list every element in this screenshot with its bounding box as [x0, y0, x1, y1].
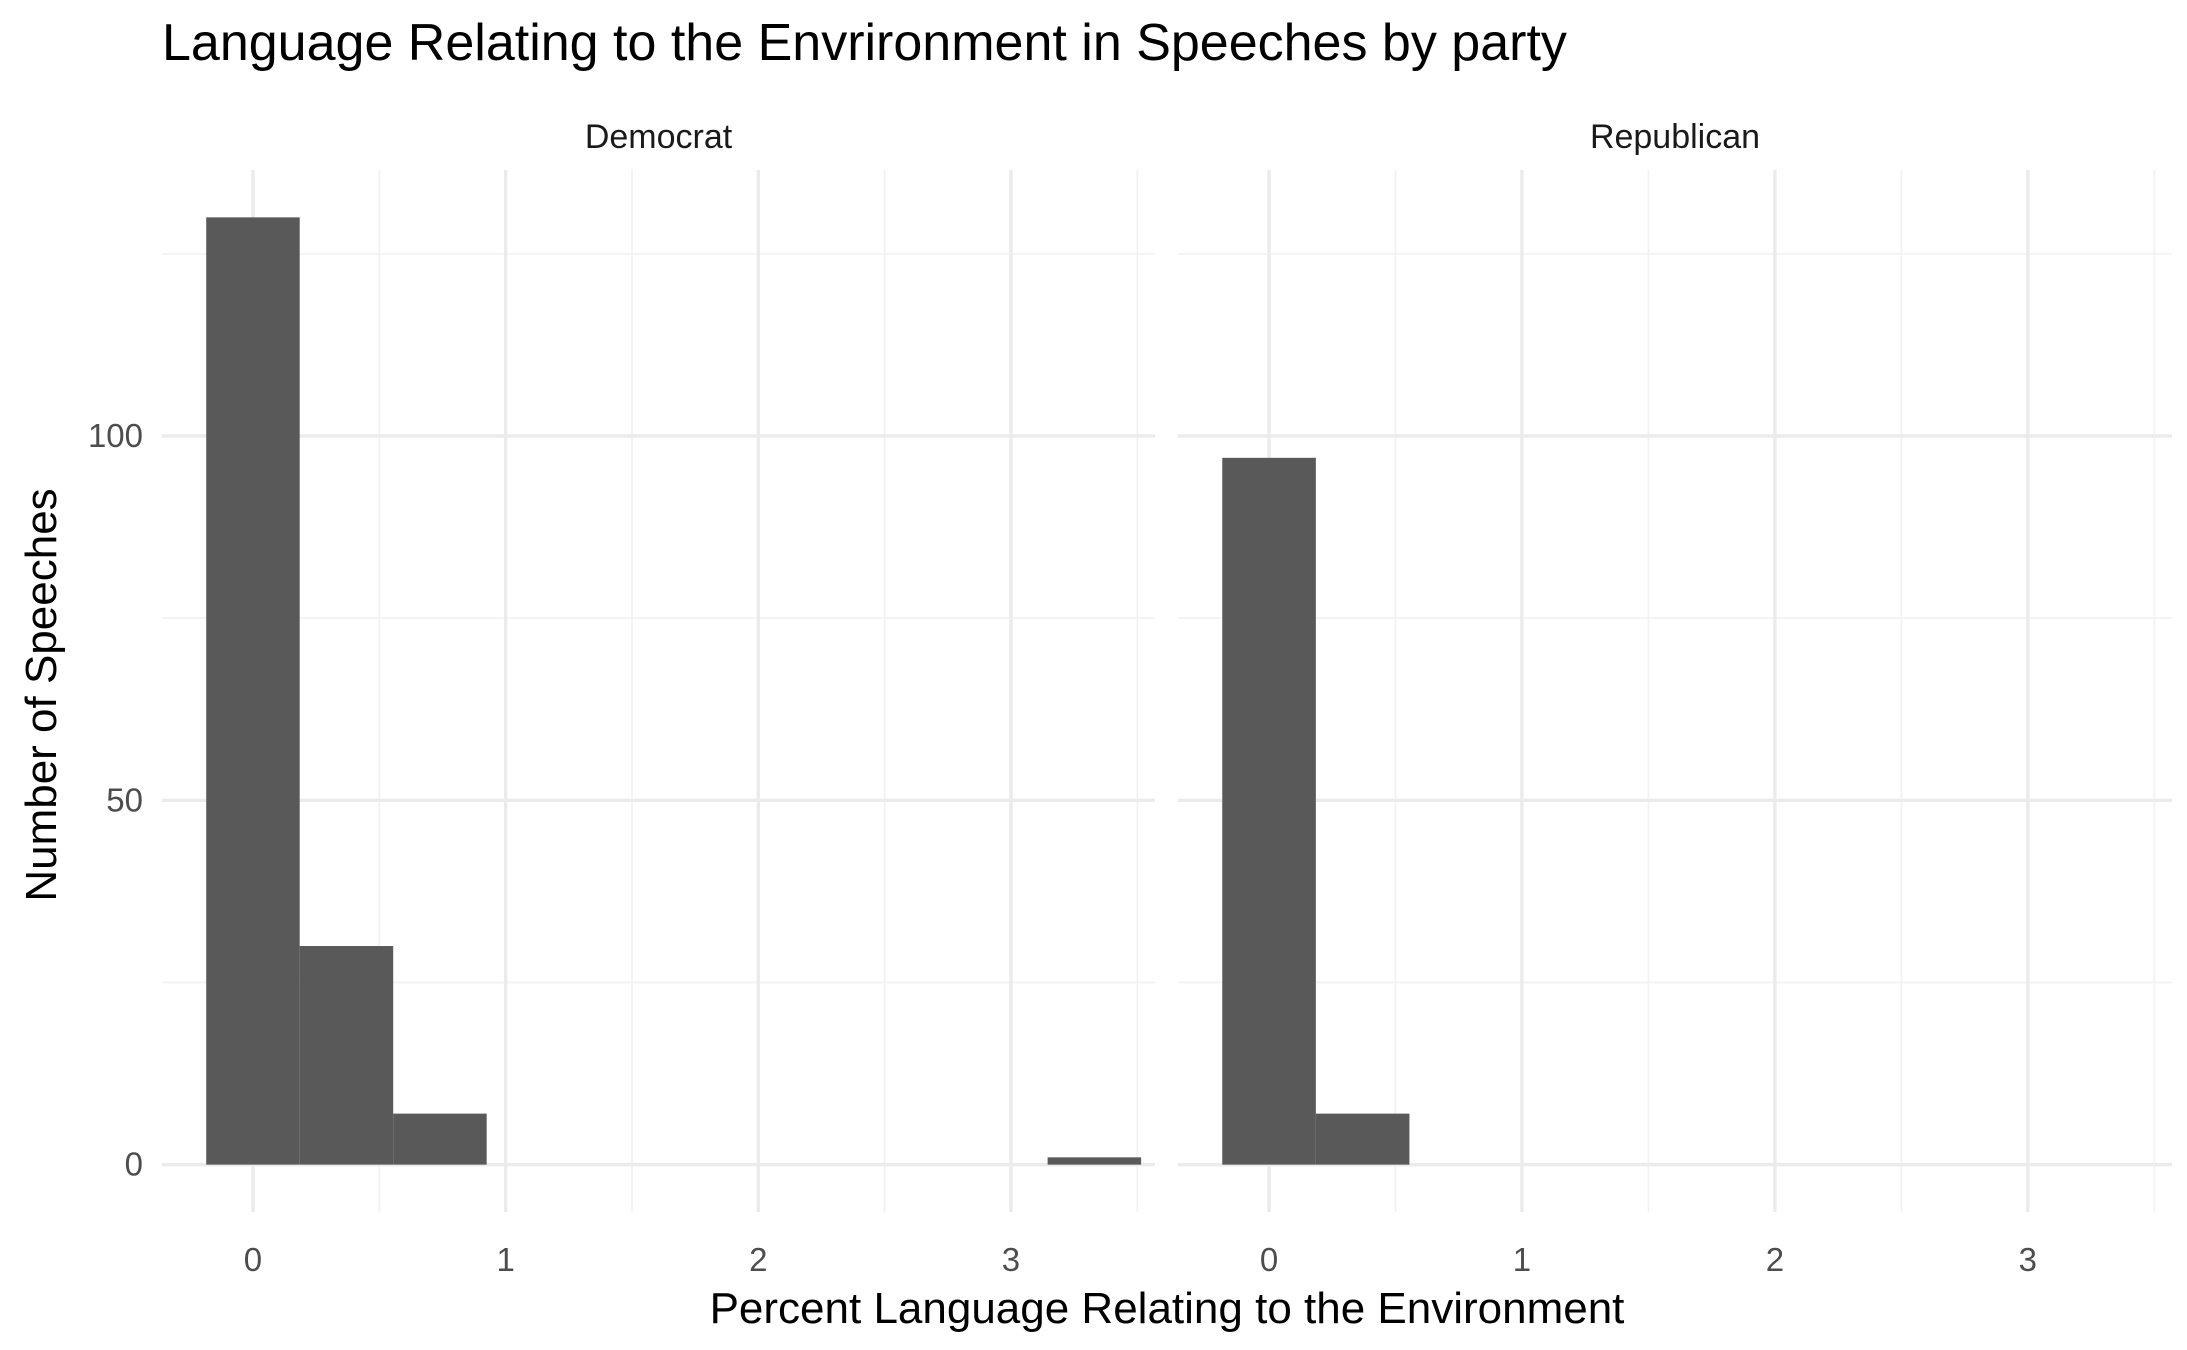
bar-republican-1 [1315, 1113, 1410, 1165]
x-tick-label-republican: 2 [1766, 1241, 1784, 1278]
panel-republican: Republican 0 1 2 3 [1178, 118, 2172, 1278]
facet-panels: Democrat 0 1 2 3 0 50 100 Republican 0 1 2 3 [88, 118, 2172, 1278]
y-tick-label: 100 [88, 417, 143, 454]
chart-title: Language Relating to the Envrironment in… [162, 14, 1567, 72]
y-axis-title: Number of Speeches [17, 488, 66, 901]
bar-democrat-1 [299, 946, 394, 1165]
x-tick-label-democrat: 2 [749, 1241, 767, 1278]
x-tick-label-republican: 1 [1513, 1241, 1531, 1278]
bar-democrat-3 [1047, 1157, 1142, 1165]
x-tick-label-democrat: 1 [496, 1241, 514, 1278]
x-axis-title: Percent Language Relating to the Environ… [710, 1284, 1625, 1333]
y-tick-label: 0 [125, 1146, 143, 1183]
bar-democrat-2 [393, 1113, 487, 1165]
strip-label-democrat: Democrat [585, 118, 733, 156]
x-tick-label-democrat: 3 [1002, 1241, 1020, 1278]
x-tick-label-republican: 3 [2019, 1241, 2037, 1278]
panel-democrat: Democrat 0 1 2 3 0 50 100 [88, 118, 1155, 1278]
bar-democrat-0 [206, 217, 300, 1165]
x-tick-label-democrat: 0 [244, 1241, 262, 1278]
x-tick-label-republican: 0 [1260, 1241, 1278, 1278]
y-tick-label: 50 [106, 781, 143, 818]
bar-republican-0 [1222, 457, 1316, 1165]
strip-label-republican: Republican [1590, 118, 1760, 156]
